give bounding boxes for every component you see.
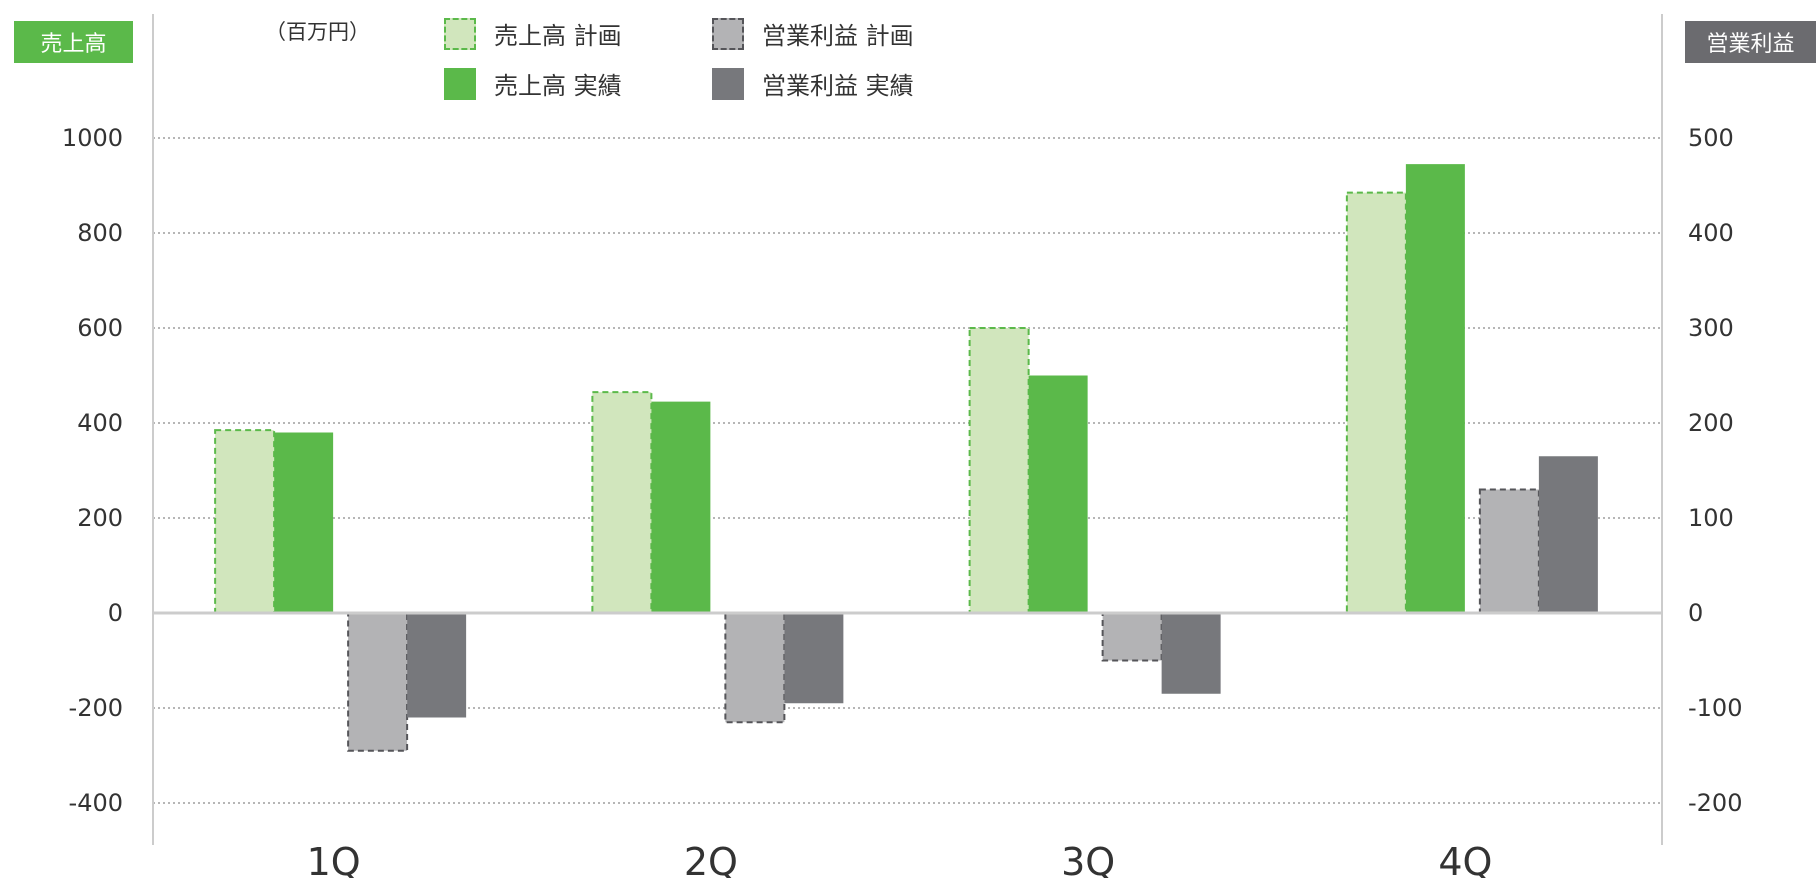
legend-swatch-sales-actual <box>444 67 476 100</box>
legend-item-op-plan: 営業利益 計画 <box>712 16 914 51</box>
bar-sales-plan <box>214 429 276 614</box>
left-tick-label: 400 <box>77 409 123 437</box>
left-tick-label: -400 <box>69 789 123 817</box>
legend-label: 営業利益 実績 <box>762 72 914 100</box>
bar-op-plan <box>347 612 409 752</box>
bar-sales-plan <box>1345 191 1407 614</box>
right-tick-label: 0 <box>1688 599 1703 627</box>
right-tick-label: 500 <box>1688 124 1734 152</box>
right-tick-label: 400 <box>1688 219 1734 247</box>
left-tick-label: 800 <box>77 219 123 247</box>
bar-op-plan <box>1101 612 1163 662</box>
bar-sales-actual <box>1028 375 1088 613</box>
category-label: 3Q <box>1061 840 1115 878</box>
bar-sales-plan <box>591 391 653 614</box>
right-tick-label: -200 <box>1688 789 1742 817</box>
bar-sales-actual <box>1405 164 1465 613</box>
legend-item-sales-actual: 売上高 実績 <box>444 66 622 101</box>
left-tick-label: 600 <box>77 314 123 342</box>
bar-op-actual <box>1161 613 1221 694</box>
legend-swatch-sales-plan <box>444 17 476 50</box>
legend-label: 売上高 計画 <box>494 22 622 50</box>
bar-sales-plan <box>968 327 1030 614</box>
legend-item-sales-plan: 売上高 計画 <box>444 16 622 51</box>
legend-swatch-op-plan <box>712 17 744 50</box>
bar-op-plan <box>1478 488 1540 614</box>
category-label: 4Q <box>1438 840 1492 878</box>
bar-op-plan <box>724 612 786 724</box>
legend-label: 売上高 実績 <box>494 72 622 100</box>
legend-label: 営業利益 計画 <box>762 22 914 50</box>
bar-op-actual <box>784 613 844 704</box>
bar-op-actual <box>407 613 467 718</box>
right-tick-label: 100 <box>1688 504 1734 532</box>
right-tick-label: 200 <box>1688 409 1734 437</box>
right-tick-label: -100 <box>1688 694 1742 722</box>
bar-op-actual <box>1538 456 1598 613</box>
left-tick-label: -200 <box>69 694 123 722</box>
right-axis-badge: 営業利益 <box>1685 21 1816 63</box>
category-label: 2Q <box>684 840 738 878</box>
legend-item-op-actual: 営業利益 実績 <box>712 66 914 101</box>
category-label: 1Q <box>307 840 361 878</box>
unit-label: （百万円） <box>265 20 370 44</box>
bar-sales-actual <box>651 401 711 613</box>
left-axis-badge: 売上高 <box>14 21 133 63</box>
left-tick-label: 1000 <box>62 124 123 152</box>
right-tick-label: 300 <box>1688 314 1734 342</box>
legend-swatch-op-actual <box>712 67 744 100</box>
left-tick-label: 0 <box>108 599 123 627</box>
bar-sales-actual <box>274 432 334 613</box>
left-tick-label: 200 <box>77 504 123 532</box>
